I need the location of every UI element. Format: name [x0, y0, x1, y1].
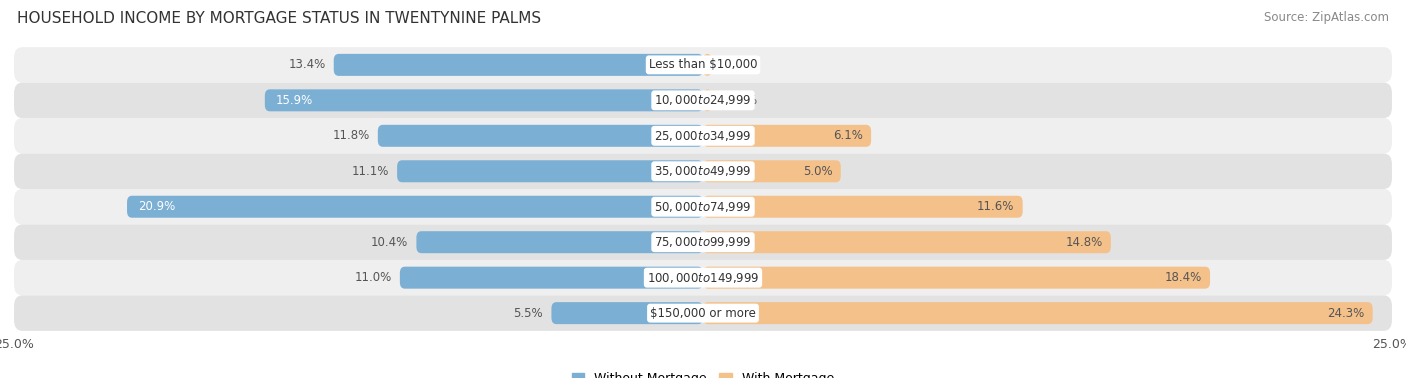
Text: 18.4%: 18.4% [1164, 271, 1202, 284]
FancyBboxPatch shape [703, 160, 841, 182]
FancyBboxPatch shape [14, 225, 1392, 260]
Text: 11.0%: 11.0% [354, 271, 392, 284]
Text: 24.3%: 24.3% [1327, 307, 1364, 320]
FancyBboxPatch shape [416, 231, 703, 253]
FancyBboxPatch shape [703, 196, 1022, 218]
FancyBboxPatch shape [14, 83, 1392, 118]
Text: 14.8%: 14.8% [1066, 236, 1102, 249]
Legend: Without Mortgage, With Mortgage: Without Mortgage, With Mortgage [567, 367, 839, 378]
Text: $150,000 or more: $150,000 or more [650, 307, 756, 320]
Text: 11.1%: 11.1% [352, 165, 389, 178]
FancyBboxPatch shape [14, 189, 1392, 225]
FancyBboxPatch shape [551, 302, 703, 324]
FancyBboxPatch shape [14, 153, 1392, 189]
Text: 5.0%: 5.0% [803, 165, 832, 178]
Text: $75,000 to $99,999: $75,000 to $99,999 [654, 235, 752, 249]
FancyBboxPatch shape [14, 295, 1392, 331]
Text: Less than $10,000: Less than $10,000 [648, 58, 758, 71]
FancyBboxPatch shape [399, 266, 703, 289]
FancyBboxPatch shape [703, 125, 872, 147]
Text: 11.6%: 11.6% [977, 200, 1014, 213]
FancyBboxPatch shape [14, 260, 1392, 295]
Text: 15.9%: 15.9% [276, 94, 314, 107]
Text: $100,000 to $149,999: $100,000 to $149,999 [647, 271, 759, 285]
Text: 6.1%: 6.1% [832, 129, 863, 142]
FancyBboxPatch shape [703, 302, 1372, 324]
Text: $35,000 to $49,999: $35,000 to $49,999 [654, 164, 752, 178]
Text: $10,000 to $24,999: $10,000 to $24,999 [654, 93, 752, 107]
Text: $50,000 to $74,999: $50,000 to $74,999 [654, 200, 752, 214]
Text: 20.9%: 20.9% [138, 200, 176, 213]
FancyBboxPatch shape [703, 89, 711, 112]
FancyBboxPatch shape [703, 266, 1211, 289]
FancyBboxPatch shape [264, 89, 703, 112]
FancyBboxPatch shape [703, 231, 1111, 253]
FancyBboxPatch shape [14, 47, 1392, 83]
Text: 13.4%: 13.4% [288, 58, 325, 71]
FancyBboxPatch shape [396, 160, 703, 182]
Text: 11.8%: 11.8% [332, 129, 370, 142]
Text: 0.32%: 0.32% [720, 58, 758, 71]
Text: HOUSEHOLD INCOME BY MORTGAGE STATUS IN TWENTYNINE PALMS: HOUSEHOLD INCOME BY MORTGAGE STATUS IN T… [17, 11, 541, 26]
Text: Source: ZipAtlas.com: Source: ZipAtlas.com [1264, 11, 1389, 24]
Text: $25,000 to $34,999: $25,000 to $34,999 [654, 129, 752, 143]
FancyBboxPatch shape [378, 125, 703, 147]
Text: 0.32%: 0.32% [720, 94, 758, 107]
FancyBboxPatch shape [333, 54, 703, 76]
Text: 5.5%: 5.5% [513, 307, 543, 320]
Text: 10.4%: 10.4% [371, 236, 408, 249]
FancyBboxPatch shape [703, 54, 711, 76]
FancyBboxPatch shape [127, 196, 703, 218]
FancyBboxPatch shape [14, 118, 1392, 153]
